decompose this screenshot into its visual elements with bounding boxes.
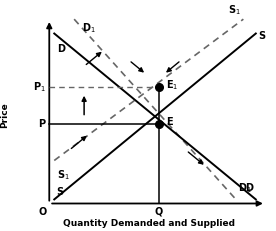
- Text: E: E: [166, 117, 173, 127]
- Text: Price: Price: [0, 103, 9, 128]
- Text: S$_1$: S$_1$: [228, 3, 241, 17]
- Text: S: S: [258, 30, 266, 41]
- Text: O: O: [39, 207, 47, 217]
- Text: D$_1$: D$_1$: [238, 182, 252, 195]
- Text: E$_1$: E$_1$: [166, 78, 179, 92]
- Text: S$_1$: S$_1$: [57, 169, 70, 182]
- Text: D: D: [245, 183, 253, 193]
- Text: D: D: [57, 44, 65, 54]
- Text: S: S: [57, 187, 64, 197]
- Text: Q: Q: [155, 207, 163, 217]
- Text: P$_1$: P$_1$: [33, 80, 46, 94]
- Text: D$_1$: D$_1$: [82, 21, 95, 35]
- X-axis label: Quantity Demanded and Supplied: Quantity Demanded and Supplied: [63, 219, 235, 228]
- Text: P: P: [38, 119, 46, 129]
